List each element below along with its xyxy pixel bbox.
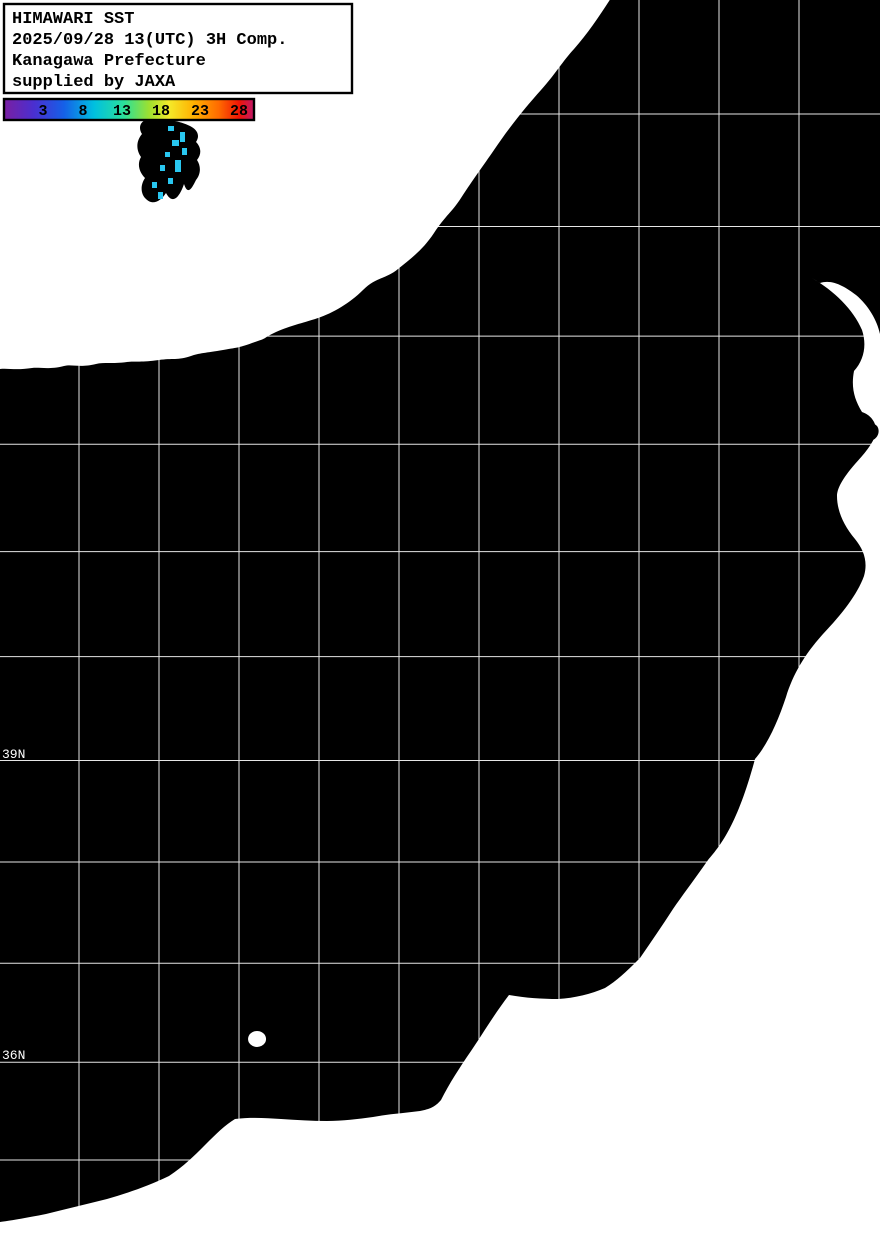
- svg-text:Kanagawa Prefecture: Kanagawa Prefecture: [12, 52, 206, 71]
- svg-text:8: 8: [78, 103, 87, 120]
- svg-text:HIMAWARI SST: HIMAWARI SST: [12, 10, 134, 29]
- svg-text:supplied by JAXA: supplied by JAXA: [12, 73, 176, 92]
- svg-text:3: 3: [38, 103, 47, 120]
- svg-text:13: 13: [113, 103, 131, 120]
- svg-text:28: 28: [230, 103, 248, 120]
- svg-text:2025/09/28 13(UTC) 3H Comp.: 2025/09/28 13(UTC) 3H Comp.: [12, 31, 287, 50]
- svg-text:18: 18: [152, 103, 170, 120]
- svg-text:36N: 36N: [2, 1048, 25, 1063]
- svg-text:23: 23: [191, 103, 209, 120]
- svg-text:39N: 39N: [2, 747, 25, 762]
